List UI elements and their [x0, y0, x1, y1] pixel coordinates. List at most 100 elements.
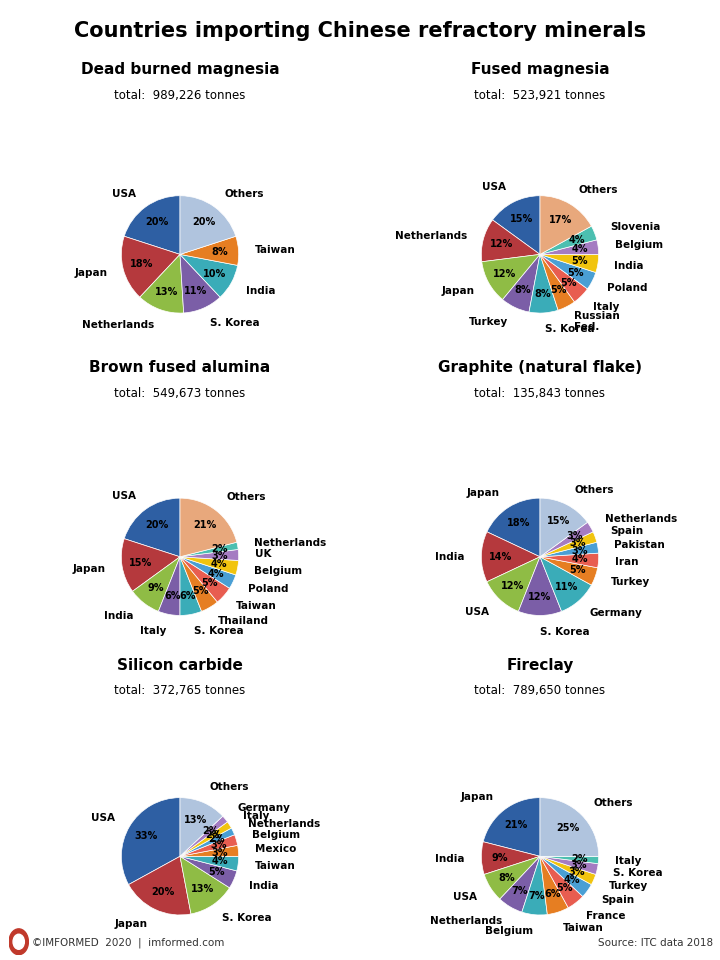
Wedge shape — [180, 542, 238, 557]
Text: 3%: 3% — [212, 550, 228, 561]
Wedge shape — [132, 557, 180, 612]
Text: Dead burned magnesia: Dead burned magnesia — [81, 62, 279, 78]
Text: India: India — [104, 612, 134, 621]
Text: Others: Others — [226, 492, 266, 502]
Text: India: India — [246, 285, 275, 296]
Wedge shape — [482, 532, 540, 582]
Text: Turkey: Turkey — [609, 881, 648, 891]
Wedge shape — [158, 557, 180, 615]
Text: 8%: 8% — [515, 285, 531, 296]
Wedge shape — [180, 498, 237, 557]
Text: Iran: Iran — [615, 557, 639, 566]
Text: Pakistan: Pakistan — [614, 540, 665, 550]
Text: S. Korea: S. Korea — [613, 868, 663, 877]
Wedge shape — [492, 196, 540, 254]
Text: 3%: 3% — [571, 545, 588, 556]
Text: Thailand: Thailand — [218, 616, 269, 627]
Text: 11%: 11% — [554, 582, 578, 591]
Wedge shape — [180, 557, 202, 615]
Text: Netherlands: Netherlands — [430, 916, 502, 926]
Text: total:  549,673 tonnes: total: 549,673 tonnes — [114, 387, 246, 400]
Text: 5%: 5% — [202, 578, 218, 588]
Text: 8%: 8% — [498, 873, 515, 882]
Text: Turkey: Turkey — [611, 577, 650, 588]
Text: 10%: 10% — [203, 269, 227, 278]
Text: 17%: 17% — [549, 215, 572, 225]
Wedge shape — [540, 856, 598, 864]
Text: 12%: 12% — [493, 269, 517, 278]
Text: Japan: Japan — [441, 285, 474, 296]
Text: 4%: 4% — [211, 560, 228, 569]
Wedge shape — [540, 254, 588, 301]
Text: 5%: 5% — [557, 883, 572, 893]
Text: Japan: Japan — [467, 489, 500, 498]
Text: 2%: 2% — [208, 834, 225, 845]
Text: Turkey: Turkey — [469, 318, 508, 327]
Text: 21%: 21% — [504, 820, 527, 829]
Wedge shape — [482, 842, 540, 875]
Text: Taiwan: Taiwan — [255, 245, 296, 254]
Wedge shape — [540, 856, 595, 884]
Text: Belgium: Belgium — [253, 565, 302, 576]
Wedge shape — [540, 254, 575, 310]
Text: 5%: 5% — [208, 867, 225, 877]
Text: Mexico: Mexico — [255, 844, 296, 854]
Text: Taiwan: Taiwan — [563, 923, 604, 933]
Text: 15%: 15% — [510, 214, 534, 224]
Wedge shape — [122, 539, 180, 591]
Wedge shape — [180, 557, 235, 588]
Text: 21%: 21% — [193, 520, 216, 530]
Text: UK: UK — [255, 549, 271, 560]
Wedge shape — [122, 798, 180, 884]
Wedge shape — [540, 557, 598, 585]
Text: USA: USA — [464, 607, 489, 616]
Text: Germany: Germany — [238, 804, 291, 813]
Wedge shape — [180, 557, 230, 602]
Circle shape — [9, 929, 28, 954]
Text: Fireclay: Fireclay — [506, 658, 574, 673]
Wedge shape — [482, 220, 540, 262]
Wedge shape — [125, 498, 180, 557]
Text: total:  135,843 tonnes: total: 135,843 tonnes — [474, 387, 606, 400]
Text: 33%: 33% — [134, 831, 157, 841]
Text: 7%: 7% — [511, 886, 528, 896]
Text: Graphite (natural flake): Graphite (natural flake) — [438, 360, 642, 375]
Text: 14%: 14% — [488, 552, 512, 562]
Text: Italy: Italy — [593, 302, 619, 313]
Text: 3%: 3% — [212, 848, 228, 857]
Text: S. Korea: S. Korea — [222, 913, 272, 924]
Text: 2%: 2% — [202, 826, 219, 836]
Wedge shape — [540, 856, 591, 897]
Text: 3%: 3% — [571, 860, 588, 870]
Wedge shape — [140, 254, 184, 313]
Wedge shape — [540, 254, 598, 273]
Text: 11%: 11% — [184, 286, 207, 296]
Wedge shape — [540, 498, 588, 557]
Text: Taiwan: Taiwan — [236, 602, 277, 612]
Text: USA: USA — [482, 182, 506, 193]
Circle shape — [13, 934, 24, 949]
Text: 5%: 5% — [571, 255, 588, 266]
Text: 18%: 18% — [507, 518, 531, 528]
Text: USA: USA — [453, 892, 477, 901]
Wedge shape — [540, 856, 568, 915]
Text: 5%: 5% — [550, 285, 567, 295]
Text: Slovenia: Slovenia — [610, 222, 660, 231]
Text: 13%: 13% — [155, 287, 178, 297]
Text: 5%: 5% — [192, 587, 209, 596]
Text: Spain: Spain — [611, 526, 644, 537]
Text: USA: USA — [112, 492, 136, 501]
Text: Belgium: Belgium — [485, 926, 533, 936]
Text: Netherlands: Netherlands — [82, 320, 155, 330]
Wedge shape — [540, 196, 591, 254]
Wedge shape — [125, 196, 180, 254]
Text: 20%: 20% — [145, 217, 168, 228]
Text: 6%: 6% — [544, 889, 561, 900]
Wedge shape — [180, 828, 235, 856]
Text: 8%: 8% — [212, 247, 228, 257]
Text: Belgium: Belgium — [614, 240, 662, 250]
Text: Netherlands: Netherlands — [253, 538, 326, 548]
Text: S. Korea: S. Korea — [540, 627, 590, 636]
Text: 4%: 4% — [212, 856, 228, 866]
Text: Taiwan: Taiwan — [254, 861, 295, 871]
